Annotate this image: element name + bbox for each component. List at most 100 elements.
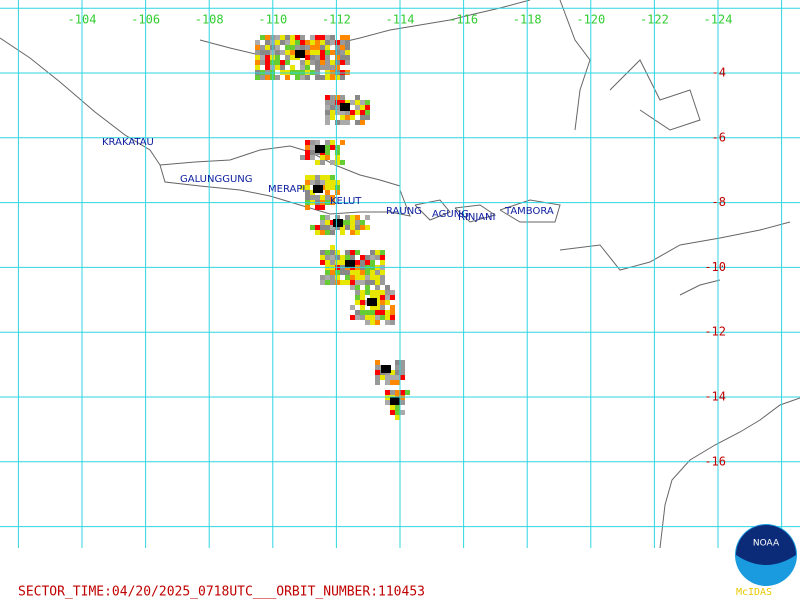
cloud-pixel (315, 175, 320, 180)
latitude-label: -8 (712, 195, 726, 209)
cloud-pixel (325, 185, 330, 190)
cloud-pixel (265, 55, 270, 60)
cloud-pixel (335, 110, 340, 115)
cloud-pixel (265, 35, 270, 40)
cloud-pixel (390, 320, 395, 325)
cloud-pixel (375, 290, 380, 295)
cloud-pixel (400, 365, 405, 370)
cloud-pixel (325, 270, 330, 275)
cloud-pixel (355, 250, 360, 255)
ash-detections (255, 35, 410, 420)
cloud-pixel (275, 60, 280, 65)
cloud-pixel (265, 50, 270, 55)
coast-sumatra (0, 37, 161, 166)
cloud-pixel (295, 35, 300, 40)
cloud-pixel (345, 270, 350, 275)
cloud-pixel (320, 255, 325, 260)
cloud-pixel (285, 45, 290, 50)
cloud-pixel (355, 295, 360, 300)
cloud-pixel (365, 115, 370, 120)
cloud-pixel (360, 115, 365, 120)
cloud-pixel (355, 310, 360, 315)
cloud-pixel (380, 270, 385, 275)
longitude-label: -112 (322, 13, 351, 27)
cloud-pixel (255, 50, 260, 55)
cloud-pixel (320, 55, 325, 60)
coast-sulawesi (559, 0, 591, 131)
coast-sumba (679, 279, 721, 296)
cloud-pixel (260, 75, 265, 80)
cloud-pixel (315, 75, 320, 80)
cloud-pixel (290, 40, 295, 45)
cloud-pixel (330, 50, 335, 55)
cloud-pixel (310, 190, 315, 195)
cloud-pixel (330, 185, 335, 190)
cloud-pixel (315, 50, 320, 55)
cloud-pixel (315, 40, 320, 45)
cloud-pixel (320, 155, 325, 160)
cloud-pixel (370, 280, 375, 285)
cloud-pixel (340, 115, 345, 120)
cloud-pixel (390, 390, 395, 395)
cloud-pixel (330, 145, 335, 150)
cloud-pixel (370, 305, 375, 310)
cloud-pixel (365, 215, 370, 220)
cloud-pixel (310, 40, 315, 45)
cloud-pixel (355, 215, 360, 220)
coast-timor (559, 221, 791, 271)
cloud-pixel (370, 290, 375, 295)
cloud-pixel (360, 255, 365, 260)
cloud-pixel (375, 315, 380, 320)
cloud-pixel (325, 150, 330, 155)
cloud-pixel (335, 105, 340, 110)
cloud-pixel (390, 380, 395, 385)
cloud-pixel (370, 270, 375, 275)
cloud-pixel (345, 40, 350, 45)
cloud-pixel (395, 375, 400, 380)
cloud-pixel (390, 290, 395, 295)
cloud-pixel (280, 50, 285, 55)
cloud-pixel (305, 45, 310, 50)
cloud-pixel (375, 300, 380, 305)
cloud-pixel (340, 140, 345, 145)
cloud-pixel (340, 75, 345, 80)
latitude-label: -12 (704, 325, 726, 339)
cloud-pixel (320, 250, 325, 255)
cloud-pixel (335, 280, 340, 285)
cloud-pixel (305, 145, 310, 150)
cloud-pixel (340, 110, 345, 115)
cloud-pixel (385, 380, 390, 385)
cloud-pixel (345, 115, 350, 120)
cloud-pixel (395, 415, 400, 420)
cloud-pixel (350, 270, 355, 275)
cloud-pixel (370, 320, 375, 325)
cloud-pixel (335, 45, 340, 50)
cloud-pixel (360, 225, 365, 230)
cloud-pixel (305, 150, 310, 155)
cloud-pixel (325, 145, 330, 150)
coast-islands (609, 59, 701, 131)
cloud-pixel (370, 250, 375, 255)
cloud-pixel (300, 40, 305, 45)
cloud-pixel (325, 190, 330, 195)
cloud-pixel (300, 155, 305, 160)
cloud-core (340, 103, 350, 111)
cloud-pixel (345, 110, 350, 115)
cloud-pixel (380, 305, 385, 310)
cloud-pixel (340, 260, 345, 265)
cloud-pixel (345, 50, 350, 55)
cloud-pixel (370, 310, 375, 315)
cloud-pixel (325, 215, 330, 220)
cloud-pixel (385, 400, 390, 405)
cloud-pixel (315, 205, 320, 210)
cloud-pixel (290, 45, 295, 50)
volcano-label: KRAKATAU (102, 137, 154, 148)
longitude-label: -120 (576, 13, 605, 27)
cloud-pixel (305, 205, 310, 210)
cloud-pixel (405, 390, 410, 395)
cloud-pixel (365, 270, 370, 275)
cloud-pixel (400, 410, 405, 415)
cloud-pixel (335, 40, 340, 45)
cloud-pixel (390, 410, 395, 415)
cloud-pixel (340, 280, 345, 285)
